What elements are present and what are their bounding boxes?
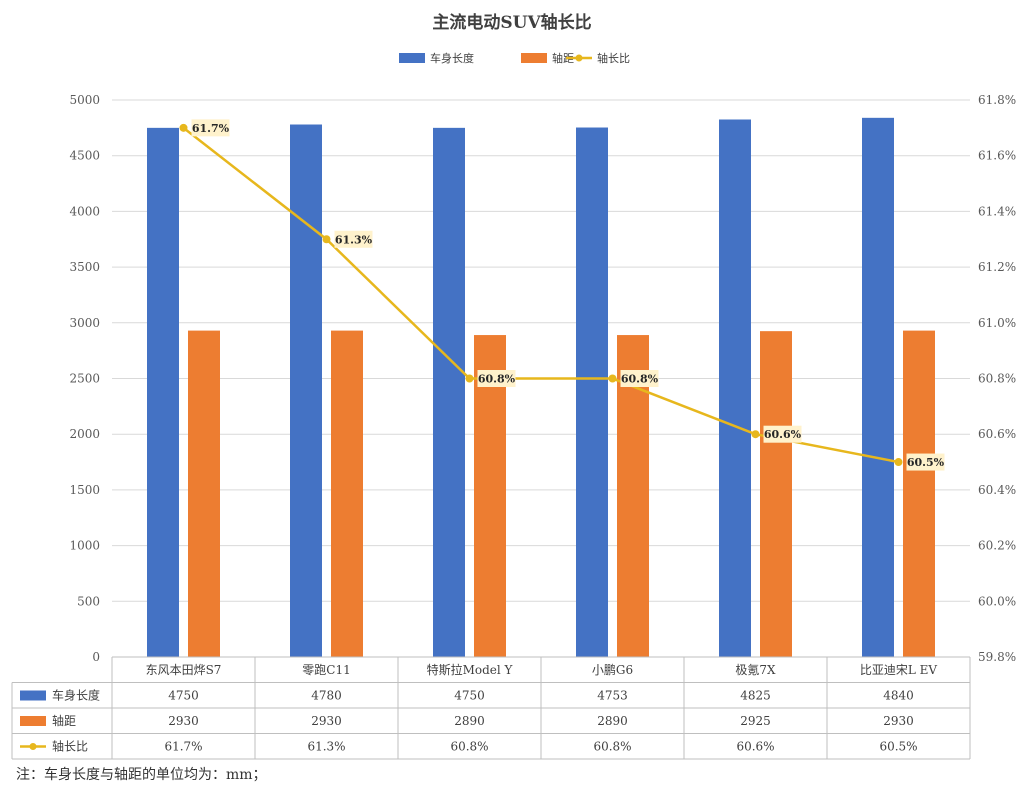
bar-1-0 [188, 330, 220, 657]
table-cell-1-3: 2890 [597, 714, 628, 728]
bar-1-4 [760, 331, 792, 657]
bar-1-3 [617, 335, 649, 657]
bar-0-5 [862, 117, 894, 658]
bar-0-1 [290, 124, 322, 658]
right-tick-2: 60.2% [978, 539, 1016, 553]
table-key-0 [20, 690, 46, 701]
table-row-name-0: 车身长度 [52, 688, 100, 703]
legend-label-1: 轴距 [552, 51, 574, 65]
gridlines [112, 99, 970, 658]
table-cell-2-0: 61.7% [164, 740, 202, 754]
right-tick-0: 59.8% [978, 650, 1016, 664]
bar-1-1 [331, 330, 363, 657]
right-tick-6: 61.0% [978, 316, 1016, 330]
category-label-2: 特斯拉Model Y [427, 662, 514, 677]
left-tick-2: 1000 [69, 539, 100, 553]
data-table: 东风本田烨S7 零跑C11 特斯拉Model Y 小鹏G6 极氪7X 比亚迪宋L EV 车身… [11, 656, 971, 760]
data-label-5: 60.5% [907, 456, 945, 469]
table-row-name-1: 轴距 [52, 713, 76, 728]
chart-svg: 主流电动SUV轴长比 车身长度 轴距 轴长比 0500100015002000250… [11, 12, 1016, 760]
right-tick-7: 61.2% [978, 260, 1016, 274]
left-tick-5: 2500 [69, 372, 100, 386]
left-tick-0: 0 [92, 650, 100, 664]
data-label-bg-3 [620, 370, 659, 387]
legend-swatch-0 [399, 53, 425, 63]
right-tick-8: 61.4% [978, 204, 1016, 218]
right-tick-3: 60.4% [978, 483, 1016, 497]
bars [147, 117, 935, 658]
data-label-2: 60.8% [478, 373, 516, 386]
table-cell-0-5: 4840 [883, 689, 914, 703]
left-tick-1: 500 [77, 594, 100, 608]
data-label-bg-1 [334, 230, 373, 248]
chart-title: 主流电动SUV轴长比 [432, 12, 591, 33]
table-key-marker-2 [29, 743, 37, 750]
data-label-1: 61.3% [335, 233, 373, 246]
table-cell-0-2: 4750 [454, 689, 485, 703]
line-point-5 [894, 458, 903, 467]
right-tick-1: 60.0% [978, 594, 1016, 608]
line-point-0 [179, 123, 188, 132]
line-point-1 [322, 235, 331, 244]
right-tick-9: 61.6% [978, 149, 1016, 163]
data-label-bg-2 [477, 370, 516, 387]
table-cell-1-1: 2930 [311, 714, 342, 728]
table-cell-2-1: 61.3% [307, 740, 345, 754]
legend-label-0: 车身长度 [430, 51, 474, 65]
right-tick-10: 61.8% [978, 93, 1016, 107]
table-row-name-2: 轴长比 [52, 739, 88, 754]
bar-0-3 [576, 127, 608, 657]
footnote: 注：车身长度与轴距的单位均为：mm； [16, 767, 267, 783]
table-cell-2-2: 60.8% [450, 740, 488, 754]
legend-marker-2 [575, 54, 583, 62]
table-cell-1-2: 2890 [454, 714, 485, 728]
bar-0-2 [433, 127, 465, 658]
table-cell-1-4: 2925 [740, 714, 771, 728]
data-label-3: 60.8% [621, 373, 659, 386]
line-point-3 [608, 374, 617, 383]
left-tick-3: 1500 [69, 483, 100, 497]
table-key-1 [20, 716, 46, 726]
table-cell-2-3: 60.8% [593, 740, 631, 754]
left-axis-ticks: 0 500 1000 1500 2000 2500 3000 3500 4000 4500 5000 [69, 93, 100, 664]
table-cell-2-4: 60.6% [736, 740, 774, 754]
right-axis-ticks: 59.8% 60.0% 60.2% 60.4% 60.6% 60.8% 61.0% 61.2%… [978, 93, 1016, 664]
legend-label-2: 轴长比 [597, 51, 630, 65]
table-cell-0-0: 4750 [168, 689, 199, 703]
bar-1-2 [474, 335, 506, 657]
line-series: 61.7% 61.3% 60.8% 60.8% 60.6% 60.5% [179, 119, 945, 471]
bar-0-4 [719, 119, 751, 658]
category-label-1: 零跑C11 [302, 663, 350, 677]
data-label-0: 61.7% [192, 122, 230, 135]
line-point-2 [465, 374, 474, 383]
left-tick-10: 5000 [69, 93, 100, 107]
table-cell-0-4: 4825 [740, 689, 771, 703]
table-cell-0-1: 4780 [311, 689, 342, 703]
left-tick-9: 4500 [69, 149, 100, 163]
data-label-bg-4 [763, 425, 802, 443]
bar-1-5 [903, 330, 935, 657]
data-label-4: 60.6% [764, 428, 802, 441]
right-tick-4: 60.6% [978, 427, 1016, 441]
table-cell-1-0: 2930 [168, 714, 199, 728]
category-label-4: 极氪7X [735, 662, 776, 677]
legend: 车身长度 轴距 轴长比 [399, 51, 630, 65]
category-label-0: 东风本田烨S7 [146, 663, 222, 677]
bar-0-0 [147, 127, 179, 658]
right-tick-5: 60.8% [978, 372, 1016, 386]
table-cell-2-5: 60.5% [879, 740, 917, 754]
line-point-4 [751, 430, 760, 439]
data-label-bg-0 [191, 119, 230, 137]
table-cell-0-3: 4753 [597, 689, 628, 703]
category-label-5: 比亚迪宋L EV [860, 662, 938, 677]
left-tick-6: 3000 [69, 316, 100, 330]
left-tick-8: 4000 [69, 204, 100, 218]
table-cell-1-5: 2930 [883, 714, 914, 728]
left-tick-4: 2000 [69, 427, 100, 441]
data-label-bg-5 [906, 453, 945, 471]
category-label-3: 小鹏G6 [592, 663, 633, 677]
legend-swatch-1 [521, 53, 547, 63]
left-tick-7: 3500 [69, 260, 100, 274]
